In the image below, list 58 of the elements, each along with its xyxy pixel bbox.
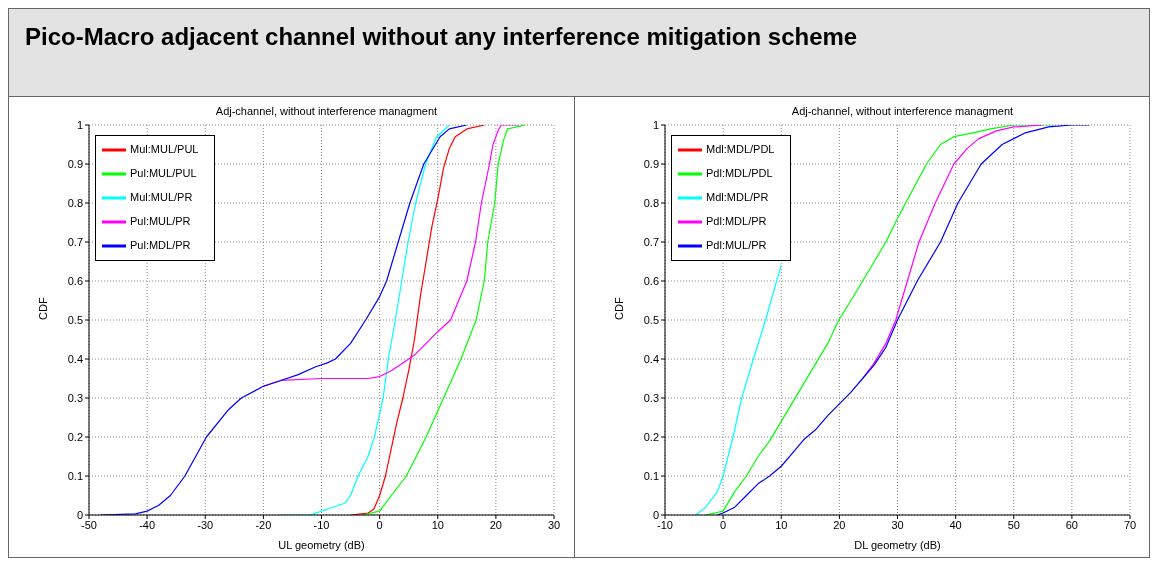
y-tick-label: 0.4 xyxy=(643,352,659,365)
line-series xyxy=(695,264,782,515)
y-tick-label: 0.2 xyxy=(643,430,659,443)
x-tick-label: -30 xyxy=(197,518,214,531)
x-tick-label: 40 xyxy=(949,518,962,531)
x-tick-label: -10 xyxy=(657,518,673,531)
y-tick-label: 0.6 xyxy=(67,274,83,287)
x-tick-label: 30 xyxy=(891,518,904,531)
y-tick-label: 0.9 xyxy=(643,157,659,170)
y-tick-label: 0.4 xyxy=(67,352,83,365)
x-tick-label: 10 xyxy=(431,518,444,531)
legend-label: Pdl:MDL/PR xyxy=(706,214,767,227)
x-tick-label: 0 xyxy=(376,518,383,531)
text: Pico-Macro adjacent channel without any interference mitigation scheme xyxy=(25,23,859,51)
legend-label: Pdl:MUL/PR xyxy=(706,238,767,251)
x-tick-label: -40 xyxy=(139,518,156,531)
x-tick-label: -50 xyxy=(81,518,97,531)
x-tick-label: 20 xyxy=(489,518,502,531)
x-tick-label: -20 xyxy=(255,518,272,531)
y-tick-label: 0.8 xyxy=(67,196,83,209)
y-tick-label: 0.5 xyxy=(643,313,659,326)
y-tick-label: 0.7 xyxy=(67,235,83,248)
y-tick-label: 1 xyxy=(76,118,83,131)
legend-label: Mul:MUL/PR xyxy=(130,190,193,203)
x-tick-label: 30 xyxy=(547,518,561,531)
y-tick-label: 0 xyxy=(76,508,83,521)
y-tick-label: 0.3 xyxy=(67,391,83,404)
x-tick-label: -10 xyxy=(313,518,330,531)
y-tick-label: 0.8 xyxy=(643,196,659,209)
legend-label: Pul:MUL/PUL xyxy=(130,166,197,179)
legend-label: Pul:MDL/PR xyxy=(130,238,191,251)
y-tick-label: 0.6 xyxy=(643,274,659,287)
legend-label: Mul:MUL/PUL xyxy=(130,142,199,155)
y-tick-label: 0.1 xyxy=(67,469,83,482)
chart-title: Adj-channel, without interference managment xyxy=(791,105,1014,117)
x-tick-label: 60 xyxy=(1065,518,1078,531)
x-axis-title: UL geometry (dB) xyxy=(278,539,365,551)
x-tick-label: 10 xyxy=(775,518,788,531)
y-tick-label: 0.2 xyxy=(67,430,83,443)
y-axis-title: CDF xyxy=(36,297,49,320)
x-tick-label: 70 xyxy=(1123,518,1137,531)
y-tick-label: 0.5 xyxy=(67,313,83,326)
x-tick-label: 20 xyxy=(833,518,846,531)
legend-label: Pdl:MDL/PDL xyxy=(706,166,773,179)
legend-label: Mdl:MDL/PDL xyxy=(706,142,775,155)
y-axis-title: CDF xyxy=(612,297,625,320)
y-tick-label: 1 xyxy=(652,118,659,131)
x-axis-title: DL geometry (dB) xyxy=(854,539,941,551)
x-tick-label: 0 xyxy=(720,518,727,531)
y-tick-label: 0.9 xyxy=(67,157,83,170)
y-tick-label: 0.3 xyxy=(643,391,659,404)
legend-label: Mdl:MDL/PR xyxy=(706,190,769,203)
y-tick-label: 0 xyxy=(652,508,659,521)
y-tick-label: 0.1 xyxy=(643,469,659,482)
x-tick-label: 50 xyxy=(1007,518,1020,531)
legend-label: Pul:MUL/PR xyxy=(130,214,191,227)
y-tick-label: 0.7 xyxy=(643,235,659,248)
chart-title: Adj-channel, without interference managment xyxy=(215,105,438,117)
